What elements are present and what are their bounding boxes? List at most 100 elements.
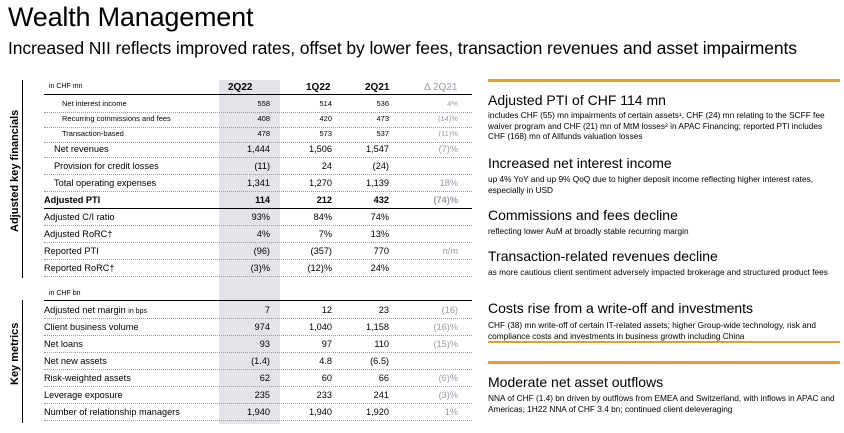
value-2q22: 558 <box>257 99 270 108</box>
row-label-suffix: in bps <box>128 308 147 315</box>
row-divider <box>44 259 472 260</box>
value-2q22: 408 <box>257 114 270 123</box>
row-adjusted-pti: Adjusted PTI 114 212 432 (74)% <box>44 192 472 209</box>
value-1q22: 12 <box>321 305 332 315</box>
value-1q22: 1,270 <box>309 178 332 188</box>
value-delta: (15)% <box>433 339 458 349</box>
row-provision-credit-losses: Provision for credit losses (11) 24 (24) <box>44 158 472 175</box>
value-2q22: 1,444 <box>247 144 270 154</box>
value-delta: (3)% <box>438 390 458 400</box>
row-label: Net loans <box>44 339 83 349</box>
value-2q21: 1,547 <box>366 144 389 154</box>
value-delta: 1% <box>444 407 458 417</box>
row-divider <box>44 369 472 370</box>
value-delta: (16)% <box>433 322 458 332</box>
row-divider <box>44 420 472 421</box>
value-1q22: (357) <box>310 246 332 256</box>
value-2q22: 62 <box>259 373 270 383</box>
row-divider <box>44 276 472 277</box>
row-label: Net new assets <box>44 356 107 366</box>
row-total-operating-expenses: Total operating expenses 1,341 1,270 1,139 1… <box>44 175 472 192</box>
row-net-interest-income: Net interest income 558 514 536 4% <box>44 96 472 113</box>
row-net-new-assets: Net new assets (1.4) 4.8 (6.5) <box>44 353 472 370</box>
col-header-2q21: 2Q21 <box>365 82 390 93</box>
value-2q21: 537 <box>376 129 389 138</box>
value-1q22: 233 <box>316 390 332 400</box>
highlight-text: CHF (38) mn write-off of certain IT-rela… <box>488 320 817 341</box>
row-divider <box>44 142 472 143</box>
financials-bracket <box>8 80 23 278</box>
row-label: Recurring commissions and fees <box>62 114 171 123</box>
row-divider <box>44 352 472 353</box>
value-1q22: 4.8 <box>319 356 332 366</box>
value-2q22: 1,341 <box>247 178 270 188</box>
row-reported-pti: Reported PTI (96) (357) 770 n/m <box>44 243 472 260</box>
row-label: Net revenues <box>54 144 109 154</box>
value-2q22: 93 <box>259 339 270 349</box>
value-2q22: (11) <box>254 161 270 171</box>
value-delta: (11)% <box>438 129 458 138</box>
value-2q21: 473 <box>376 114 389 123</box>
value-1q22: 573 <box>319 129 332 138</box>
financials-section-label: Adjusted key financials <box>9 109 21 232</box>
value-2q21: 23 <box>378 305 389 315</box>
row-label: Provision for credit losses <box>54 161 159 171</box>
row-net-revenues: Net revenues 1,444 1,506 1,547 (7)% <box>44 141 472 158</box>
row-label: Reported RoRC† <box>44 263 115 273</box>
row-divider <box>44 157 472 158</box>
col-header-delta: Δ 2Q21 <box>424 82 458 93</box>
highlight-heading: Transaction-related revenues decline <box>488 248 718 264</box>
value-2q22: 235 <box>254 390 270 400</box>
row-divider <box>44 335 472 336</box>
unit-mn: in CHF mn <box>49 83 83 90</box>
row-label: Net interest income <box>62 99 127 108</box>
col-header-1q22: 1Q22 <box>306 82 331 93</box>
highlight-heading: Adjusted PTI of CHF 114 mn <box>488 92 666 108</box>
row-label-wrap: Net new assets <box>44 356 107 366</box>
value-2q22: 4% <box>256 229 270 239</box>
row-label: Client business volume <box>44 322 139 332</box>
page-subtitle: Increased NII reflects improved rates, o… <box>8 38 797 58</box>
value-1q22: (12)% <box>307 263 332 273</box>
row-divider <box>44 225 472 226</box>
row-risk-weighted-assets: Risk-weighted assets 62 60 66 (6)% <box>44 370 472 387</box>
highlight-text: as more cautious client sentiment advers… <box>488 267 828 277</box>
highlight-text: NNA of CHF (1.4) bn driven by outflows f… <box>488 393 835 414</box>
value-2q21: 432 <box>373 195 389 205</box>
row-label-wrap: Net loans <box>44 339 83 349</box>
value-2q21: 66 <box>378 373 389 383</box>
accent-rule-top <box>488 79 840 82</box>
row-label-wrap: Number of relationship managers <box>44 407 180 417</box>
row-divider <box>44 112 472 113</box>
row-divider <box>44 318 472 319</box>
row-net-loans: Net loans 93 97 110 (15)% <box>44 336 472 353</box>
row-label-wrap: Adjusted net margin in bps <box>44 305 147 315</box>
value-1q22: 7% <box>318 229 332 239</box>
value-2q22: (3)% <box>250 263 270 273</box>
metrics-header-rule <box>44 300 472 301</box>
row-divider <box>44 174 472 175</box>
value-2q21: 1,139 <box>366 178 389 188</box>
highlight-heading: Moderate net asset outflows <box>488 374 664 390</box>
row-label: Adjusted PTI <box>44 195 101 205</box>
value-2q22: 974 <box>254 322 270 332</box>
value-2q22: 114 <box>255 195 270 205</box>
value-1q22: 514 <box>319 99 332 108</box>
highlight-text: includes CHF (55) mn impairments of cert… <box>488 110 825 141</box>
row-label: Adjusted RoRC† <box>44 229 113 239</box>
highlight-heading: Increased net interest income <box>488 155 672 171</box>
accent-rule-lower <box>488 341 840 343</box>
value-2q21: 1,158 <box>366 322 389 332</box>
col-header-2q22: 2Q22 <box>228 82 253 93</box>
row-divider <box>44 386 472 387</box>
value-delta: (6)% <box>438 373 458 383</box>
row-divider <box>44 127 472 128</box>
row-label: Transaction-based <box>62 129 124 138</box>
value-2q22: 7 <box>264 305 270 315</box>
value-1q22: 84% <box>313 212 332 222</box>
row-divider <box>44 242 472 243</box>
row-adjusted-net-margin: Adjusted net margin in bps 7 12 23 (16) <box>44 302 472 319</box>
value-delta: 4% <box>447 99 458 108</box>
value-delta: (7)% <box>438 144 458 154</box>
value-2q21: 110 <box>374 339 389 349</box>
